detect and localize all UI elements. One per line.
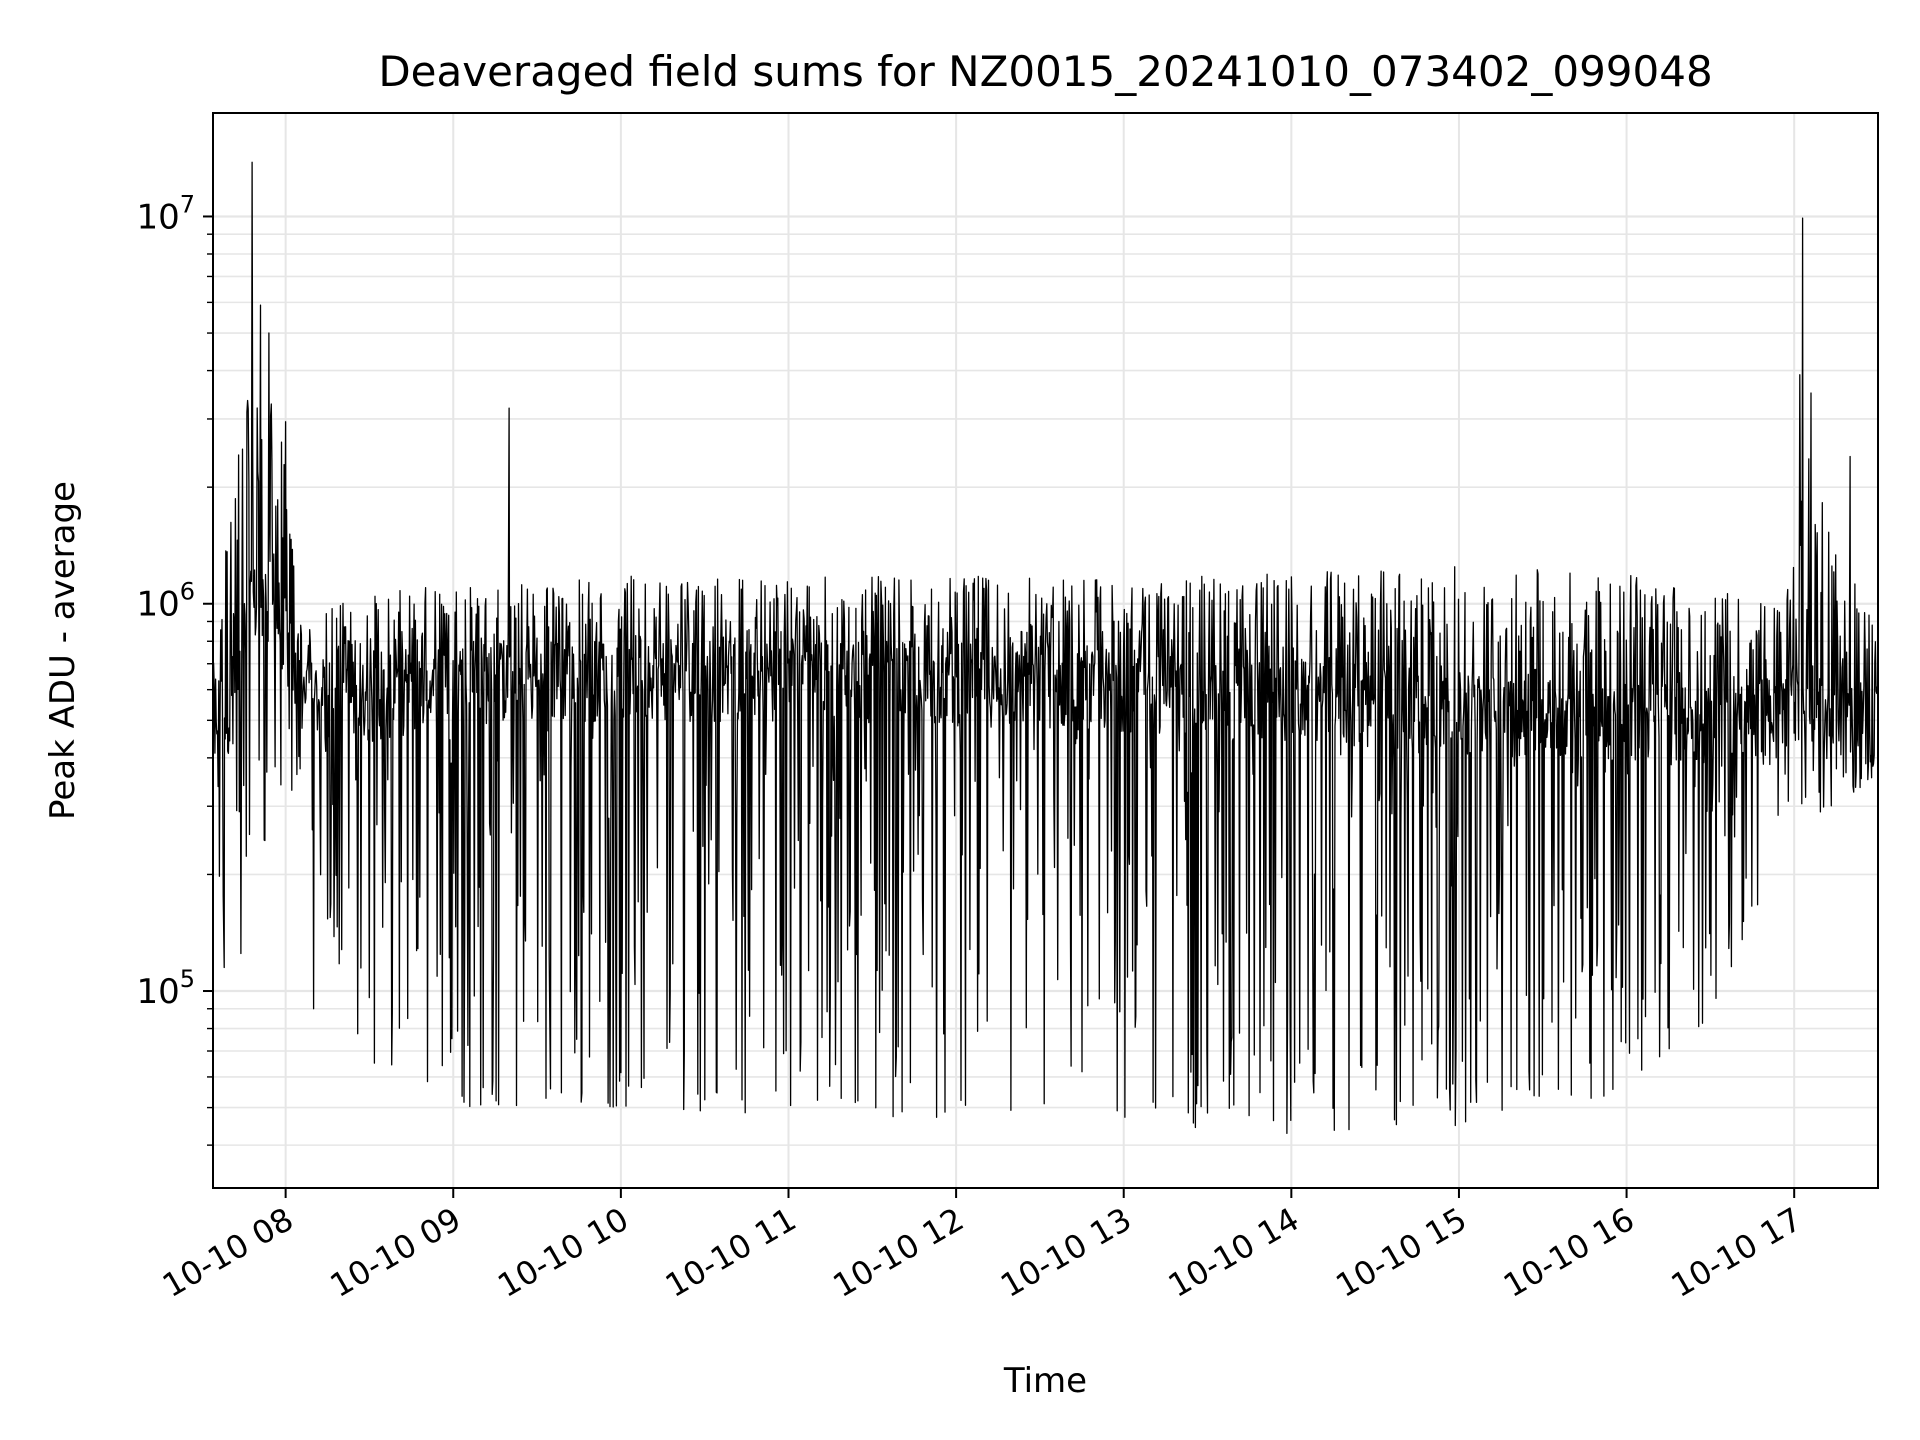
x-tick-label: 10-10 12 — [827, 1200, 971, 1305]
y-tick-label: 106 — [136, 578, 195, 625]
x-axis-label: Time — [1003, 1361, 1087, 1401]
x-tick-label: 10-10 08 — [156, 1200, 300, 1305]
x-tick-label: 10-10 10 — [491, 1200, 635, 1305]
y-tick-label: 107 — [136, 190, 195, 237]
x-tick-label: 10-10 17 — [1665, 1200, 1809, 1305]
y-axis-label: Peak ADU - average — [43, 481, 83, 820]
y-tick-label: 105 — [136, 965, 195, 1012]
x-tick-label: 10-10 14 — [1162, 1200, 1306, 1305]
chart-title: Deaveraged field sums for NZ0015_2024101… — [378, 47, 1712, 96]
x-tick-label: 10-10 16 — [1497, 1200, 1641, 1305]
x-tick-label: 10-10 15 — [1329, 1200, 1473, 1305]
x-tick-label: 10-10 13 — [994, 1200, 1138, 1305]
y-axis: 105 106 107 — [136, 190, 213, 1146]
x-tick-label: 10-10 11 — [659, 1200, 803, 1305]
x-tick-label: 10-10 09 — [324, 1200, 468, 1305]
series-line — [213, 161, 1878, 1135]
series-path — [213, 161, 1878, 1135]
x-axis: 10-10 08 10-10 09 10-10 10 10-10 11 10-10 12… — [156, 1188, 1808, 1305]
plot-frame — [212, 112, 1879, 1189]
